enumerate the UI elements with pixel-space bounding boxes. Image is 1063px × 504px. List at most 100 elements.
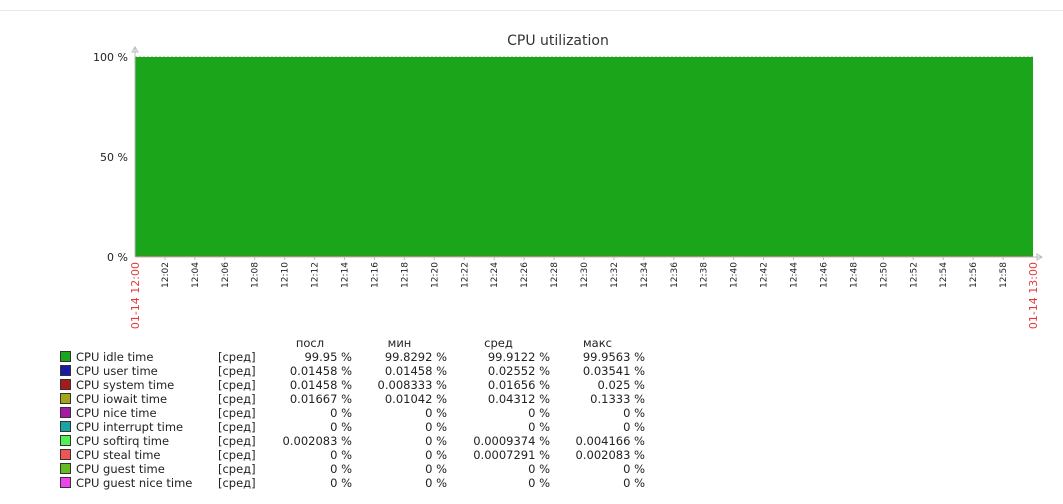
series-last-value: 0 %: [330, 406, 352, 420]
series-last-value: 0.01458 %: [289, 378, 352, 392]
x-tick-label: 12:36: [670, 262, 680, 288]
series-last-value: 0 %: [330, 476, 352, 490]
x-tick-label: 12:58: [999, 262, 1009, 288]
legend-row: CPU nice time [сред] 0 % 0 % 0 % 0 %: [60, 406, 645, 420]
legend-header-empty: [218, 335, 268, 350]
series-min-value: 0 %: [425, 476, 447, 490]
legend-header-empty: [60, 335, 218, 350]
series-last-value: 0.002083 %: [282, 434, 352, 448]
series-min-value: 0 %: [425, 420, 447, 434]
series-color-swatch: [60, 379, 71, 390]
x-tick-label: 12:16: [370, 262, 380, 288]
x-tick-label: 12:34: [640, 262, 650, 288]
series-name: CPU guest time: [76, 462, 165, 476]
chart-title: CPU utilization: [507, 33, 609, 49]
x-range-end-label: 01-14 13:00: [1027, 262, 1040, 329]
series-color-swatch: [60, 449, 71, 460]
series-min-value: 0 %: [425, 448, 447, 462]
legend-table: посл мин сред макс CPU idle time [сред] 99…: [60, 335, 645, 490]
series-last-value: 0 %: [330, 420, 352, 434]
x-tick-label: 12:30: [580, 262, 590, 288]
series-avg-value: 0 %: [528, 476, 550, 490]
series-name: CPU softirq time: [76, 434, 170, 448]
series-avg-value: 0.0007291 %: [473, 448, 550, 462]
series-function: [сред]: [218, 462, 256, 476]
legend-row: CPU steal time [сред] 0 % 0 % 0.0007291 % 0.0…: [60, 448, 645, 462]
series-function: [сред]: [218, 448, 256, 462]
series-color-swatch: [60, 407, 71, 418]
y-tick-label: 0 %: [107, 251, 128, 264]
x-tick-label: 12:14: [341, 262, 351, 288]
legend-rows: CPU idle time [сред] 99.95 % 99.8292 % 99.91…: [60, 350, 645, 490]
series-function: [сред]: [218, 434, 256, 448]
legend-series-cell: CPU iowait time: [60, 392, 218, 406]
x-tick-label: 12:20: [430, 262, 440, 288]
cpu-utilization-chart: CPU utilization 100 %50 %0 % 12:02 12:04 1…: [93, 33, 1043, 329]
series-name: CPU system time: [76, 378, 175, 392]
legend-header-min: мин: [387, 335, 412, 350]
x-tick-label: 12:26: [520, 262, 530, 288]
series-color-swatch: [60, 351, 71, 362]
x-tick-label: 12:12: [311, 262, 321, 288]
y-axis: 100 % 50 % 0 %: [93, 46, 139, 264]
x-tick-label: 12:42: [760, 262, 770, 288]
series-max-value: 0 %: [623, 476, 645, 490]
x-tick-label: 12:04: [191, 262, 201, 288]
x-tick-label: 12:40: [730, 262, 740, 288]
series-min-value: 0 %: [425, 406, 447, 420]
series-avg-value: 0 %: [528, 420, 550, 434]
x-tick-label: 12:22: [460, 262, 470, 288]
series-name: CPU iowait time: [76, 392, 168, 406]
series-avg-value: 0 %: [528, 462, 550, 476]
legend-series-cell: CPU guest nice time: [60, 476, 218, 490]
series-area-other-cpu-times: [135, 255, 1033, 257]
legend-header-row: посл мин сред макс: [60, 335, 645, 350]
series-function: [сред]: [218, 350, 256, 364]
legend-row: CPU guest nice time [сред] 0 % 0 % 0 % 0 %: [60, 476, 645, 490]
series-function: [сред]: [218, 378, 256, 392]
x-tick-label: 12:44: [790, 262, 800, 288]
series-min-value: 0 %: [425, 434, 447, 448]
x-axis: 12:02 12:04 12:06 12:08 12:10 12:12 12:14 12:16…: [129, 253, 1043, 329]
series-color-swatch: [60, 463, 71, 474]
series-avg-value: 0.01656 %: [487, 378, 550, 392]
x-tick-label: 12:38: [700, 262, 710, 288]
plot-area: [135, 57, 1033, 257]
series-name: CPU interrupt time: [76, 420, 184, 434]
series-avg-value: 0.0009374 %: [473, 434, 550, 448]
x-tick-label: 12:06: [221, 262, 231, 288]
series-max-value: 0 %: [623, 406, 645, 420]
series-avg-value: 0.02552 %: [487, 364, 550, 378]
series-color-swatch: [60, 477, 71, 488]
x-tick-label: 12:50: [879, 262, 889, 288]
series-min-value: 0.008333 %: [377, 378, 447, 392]
x-tick-label: 12:28: [550, 262, 560, 288]
series-last-value: 99.95 %: [304, 350, 352, 364]
series-min-value: 0 %: [425, 462, 447, 476]
series-max-value: 0 %: [623, 420, 645, 434]
legend-row: CPU idle time [сред] 99.95 % 99.8292 % 99.91…: [60, 350, 645, 364]
legend-row: CPU system time [сред] 0.01458 % 0.008333 %…: [60, 378, 645, 392]
legend: посл мин сред макс CPU idle time [сред] 99…: [60, 335, 645, 490]
series-function: [сред]: [218, 476, 256, 490]
series-max-value: 99.9563 %: [582, 350, 645, 364]
legend-header-last: посл: [295, 335, 325, 350]
page-divider: [0, 10, 1063, 11]
series-avg-value: 0.04312 %: [487, 392, 550, 406]
legend-row: CPU iowait time [сред] 0.01667 % 0.01042 % 0…: [60, 392, 645, 406]
x-tick-label: 12:52: [909, 262, 919, 288]
legend-header-avg: сред: [484, 335, 513, 350]
series-function: [сред]: [218, 420, 256, 434]
legend-series-cell: CPU steal time: [60, 448, 218, 462]
legend-series-cell: CPU nice time: [60, 406, 218, 420]
x-tick-label: 12:08: [251, 262, 261, 288]
x-range-start-label: 01-14 12:00: [129, 262, 142, 329]
y-tick-label: 50 %: [100, 151, 128, 164]
series-max-value: 0.03541 %: [582, 364, 645, 378]
series-function: [сред]: [218, 364, 256, 378]
x-tick-label: 12:56: [969, 262, 979, 288]
legend-row: CPU softirq time [сред] 0.002083 % 0 % 0.000…: [60, 434, 645, 448]
series-color-swatch: [60, 435, 71, 446]
series-name: CPU user time: [76, 364, 158, 378]
x-tick-label: 12:32: [610, 262, 620, 288]
